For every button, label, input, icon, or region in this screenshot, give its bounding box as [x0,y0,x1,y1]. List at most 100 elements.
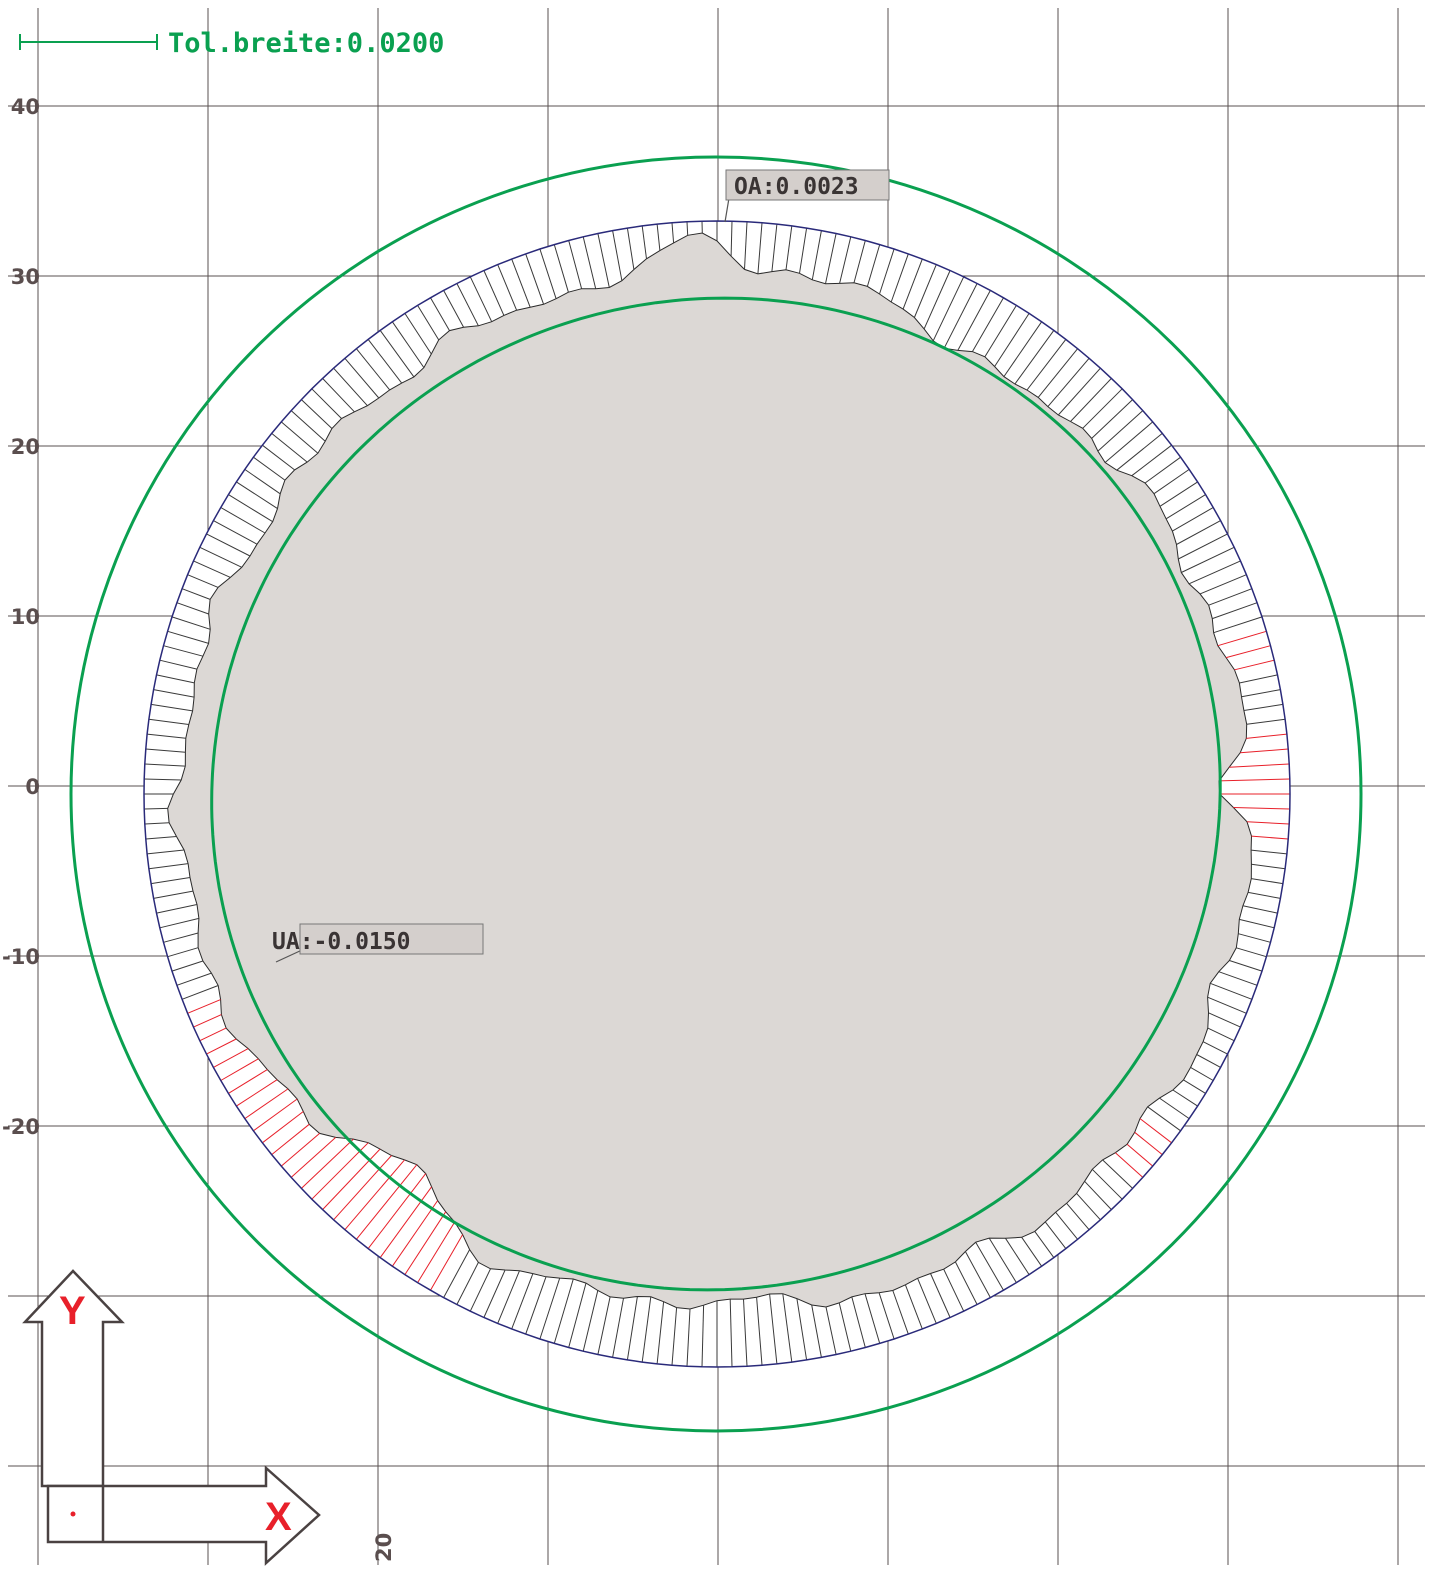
deviation-line [1207,1027,1235,1042]
deviation-line [1218,971,1258,986]
axis-indicator: Y X [22,1269,321,1566]
deviation-line [379,330,415,378]
deviation-line [167,947,199,958]
deviation-line [641,1296,652,1363]
x-axis-letter: X [265,1495,292,1539]
min-deviation-annotation: UA:-0.0150 [272,923,484,963]
deviation-line [853,240,866,283]
deviation-line [1014,330,1055,385]
origin-dot [70,1511,76,1517]
deviation-line [1005,1238,1030,1275]
deviation-line [311,388,342,419]
deviation-line [404,313,432,355]
deviation-line [1091,399,1133,439]
deviation-line [839,236,852,284]
deviation-line [729,1299,733,1367]
y-tick-label--10: -10 [2,945,40,969]
deviation-line [957,290,991,351]
deviation-line [1172,507,1214,532]
deviation-line [671,1307,678,1366]
deviation-line [811,1304,822,1358]
deviation-line [181,588,211,600]
deviation-line [1066,1202,1090,1231]
deviation-line [1165,494,1206,520]
deviation-line [1076,1193,1101,1221]
deviation-line [1147,1106,1181,1132]
y-tick-label-20: 20 [11,435,40,459]
y-tick-label-30: 30 [11,265,40,289]
deviation-line [145,836,177,840]
deviation-line [892,1290,909,1335]
tolerance-label: Tol.breite:0.0200 [168,28,444,59]
deviation-line [213,1048,249,1068]
deviation-line [144,807,168,810]
deviation-line [1190,1066,1214,1081]
deviation-line [656,224,661,251]
deviation-line [1240,748,1289,754]
deviation-line [1229,960,1263,972]
deviation-line [344,357,380,399]
deviation-line [144,778,182,781]
deviation-line [1159,481,1198,507]
deviation-line [280,421,319,454]
deviation-line [757,222,763,274]
deviation-line [163,932,199,943]
deviation-line [1218,778,1290,782]
deviation-line [483,1269,506,1318]
deviation-line [417,1221,456,1283]
deviation-line [943,283,978,349]
deviation-line [220,1058,259,1081]
deviation-line [971,297,1004,352]
deviation-line [878,1292,895,1340]
deviation-line [1144,456,1181,484]
deviation-line [147,733,186,739]
deviation-line [1178,533,1228,560]
deviation-line [1208,1012,1241,1028]
deviation-line [511,1273,534,1330]
deviation-line [1251,863,1286,870]
inner-tolerance-circle [210,296,1222,1292]
deviation-line [988,1237,1017,1283]
deviation-line [322,378,355,413]
deviation-line [1037,348,1078,398]
deviation-line [913,264,937,318]
deviation-line [825,233,837,284]
y-tick-label--20: -20 [2,1115,40,1139]
deviation-line [796,1298,808,1360]
deviation-line [1097,410,1144,452]
deviation-line [1233,807,1290,810]
deviation-line [171,616,211,630]
deviation-line [539,1277,561,1340]
deviation-line [1239,674,1278,684]
deviation-line [367,339,403,384]
deviation-line [193,560,231,578]
deviation-line [290,1137,337,1178]
deviation-line [167,630,209,644]
deviation-line [1248,891,1281,899]
deviation-line [917,1278,937,1324]
deviation-line [1251,849,1287,855]
deviation-line [144,763,186,767]
deviation-line [187,574,219,588]
deviation-line [1131,444,1172,477]
deviation-line [984,305,1017,358]
y-tick-label-0: 0 [25,775,40,799]
deviation-line [1229,763,1290,768]
deviation-line [228,1069,268,1094]
deviation-line [391,1200,439,1267]
deviation-line [206,1038,237,1055]
deviation-line [148,863,189,870]
deviation-line [1199,574,1247,595]
deviation-line [866,244,881,287]
deviation-line [497,264,518,311]
deviation-line [553,244,569,293]
deviation-line [626,1296,638,1360]
deviation-line [1251,835,1289,840]
deviation-line [176,972,212,986]
deviation-line [1082,388,1123,429]
deviation-line [1246,718,1286,725]
deviation-line [262,1111,304,1144]
deviation-line [1213,616,1263,634]
deviation-line [356,1164,418,1240]
